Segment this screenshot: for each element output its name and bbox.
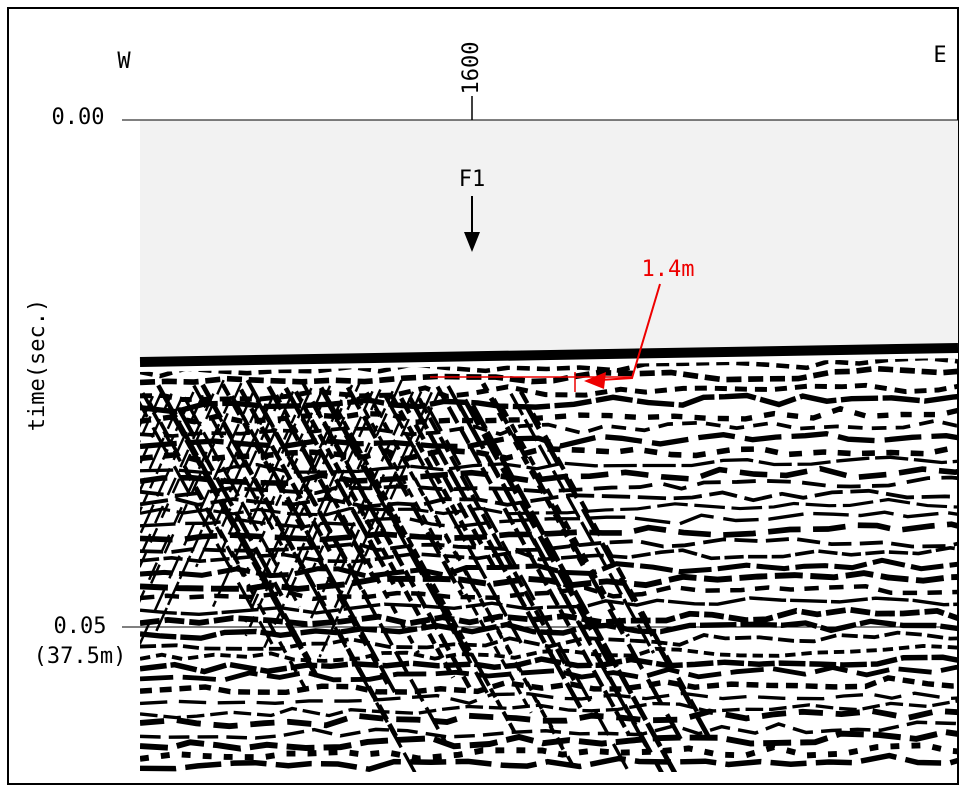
reflector [140,618,958,641]
reflector [141,392,310,695]
reflector [310,390,394,572]
reflector [248,399,343,605]
reflector [455,399,664,772]
reflector [509,392,656,654]
reflector [274,394,420,655]
reflector [283,386,396,586]
reflector [399,397,497,570]
offset-label: 1.4m [642,257,695,282]
reflector [140,729,958,752]
reflector [244,380,362,637]
reflector [335,408,517,734]
fault-label: F1 [459,167,486,192]
reflector [140,392,958,415]
reflector [247,398,304,520]
reflector [140,664,958,683]
distance-label: 1600 [459,42,484,95]
fault-arrowhead [464,232,480,252]
water-column [140,120,958,360]
reflector [244,384,354,623]
reflector [140,355,958,379]
reflector [153,399,262,637]
reflector [140,488,958,509]
reflector [140,699,958,720]
reflector [383,394,523,644]
seismic-texture [140,352,958,772]
reflector [147,399,247,578]
reflector [283,390,374,589]
reflector [182,396,301,608]
east-label: E [933,43,946,68]
depth-note: (37.5m) [34,644,127,669]
reflector [462,398,613,666]
reflector [306,391,415,628]
reflector [426,405,631,772]
reflector [140,431,958,450]
offset-leader [599,283,661,381]
reflector [435,385,632,737]
reflector [389,393,478,549]
reflector [140,391,195,514]
axis-label: time(sec.) [25,299,50,431]
seafloor-reflector [139,343,959,367]
reflector [140,584,958,602]
reflector [372,403,579,772]
reflector [220,383,393,691]
reflector [140,455,958,475]
reflector [211,387,313,608]
reflector [245,385,332,573]
reflector [524,404,718,751]
reflector [192,384,284,547]
reflector [217,392,284,535]
reflector [327,404,493,701]
reflector [140,395,155,428]
reflector [263,388,382,649]
reflector [318,387,442,658]
reflector [140,395,233,603]
reflector [140,606,958,627]
reflector [176,406,284,597]
reflector [140,675,958,696]
reflector [140,691,958,706]
time-tick-label: 0.05 [54,614,107,639]
reflector [140,644,958,663]
reflector [140,365,958,386]
reflector [140,720,958,740]
reflector [140,752,958,772]
reflector [140,742,958,762]
reflector [140,390,255,647]
reflector [140,708,958,730]
reflector [260,391,323,527]
reflector [140,379,225,570]
reflector [230,395,397,694]
reflector [140,596,958,617]
reflector [339,390,423,571]
reflector [310,400,472,689]
reflector [148,382,243,588]
reflector [238,388,332,553]
reflector [220,391,295,552]
reflector [491,397,688,750]
reflector [195,394,275,568]
reflector [140,510,958,529]
reflector [318,386,470,655]
reflector [407,396,583,709]
reflector [140,497,958,517]
time-tick-label: 0.00 [52,105,105,130]
reflector [333,391,433,609]
reflector [500,407,630,638]
seafloor-gap [140,352,958,372]
west-label: W [117,49,131,74]
reflector [342,379,403,511]
reflector [470,404,678,772]
reflector [266,385,376,578]
reflector [417,397,576,682]
